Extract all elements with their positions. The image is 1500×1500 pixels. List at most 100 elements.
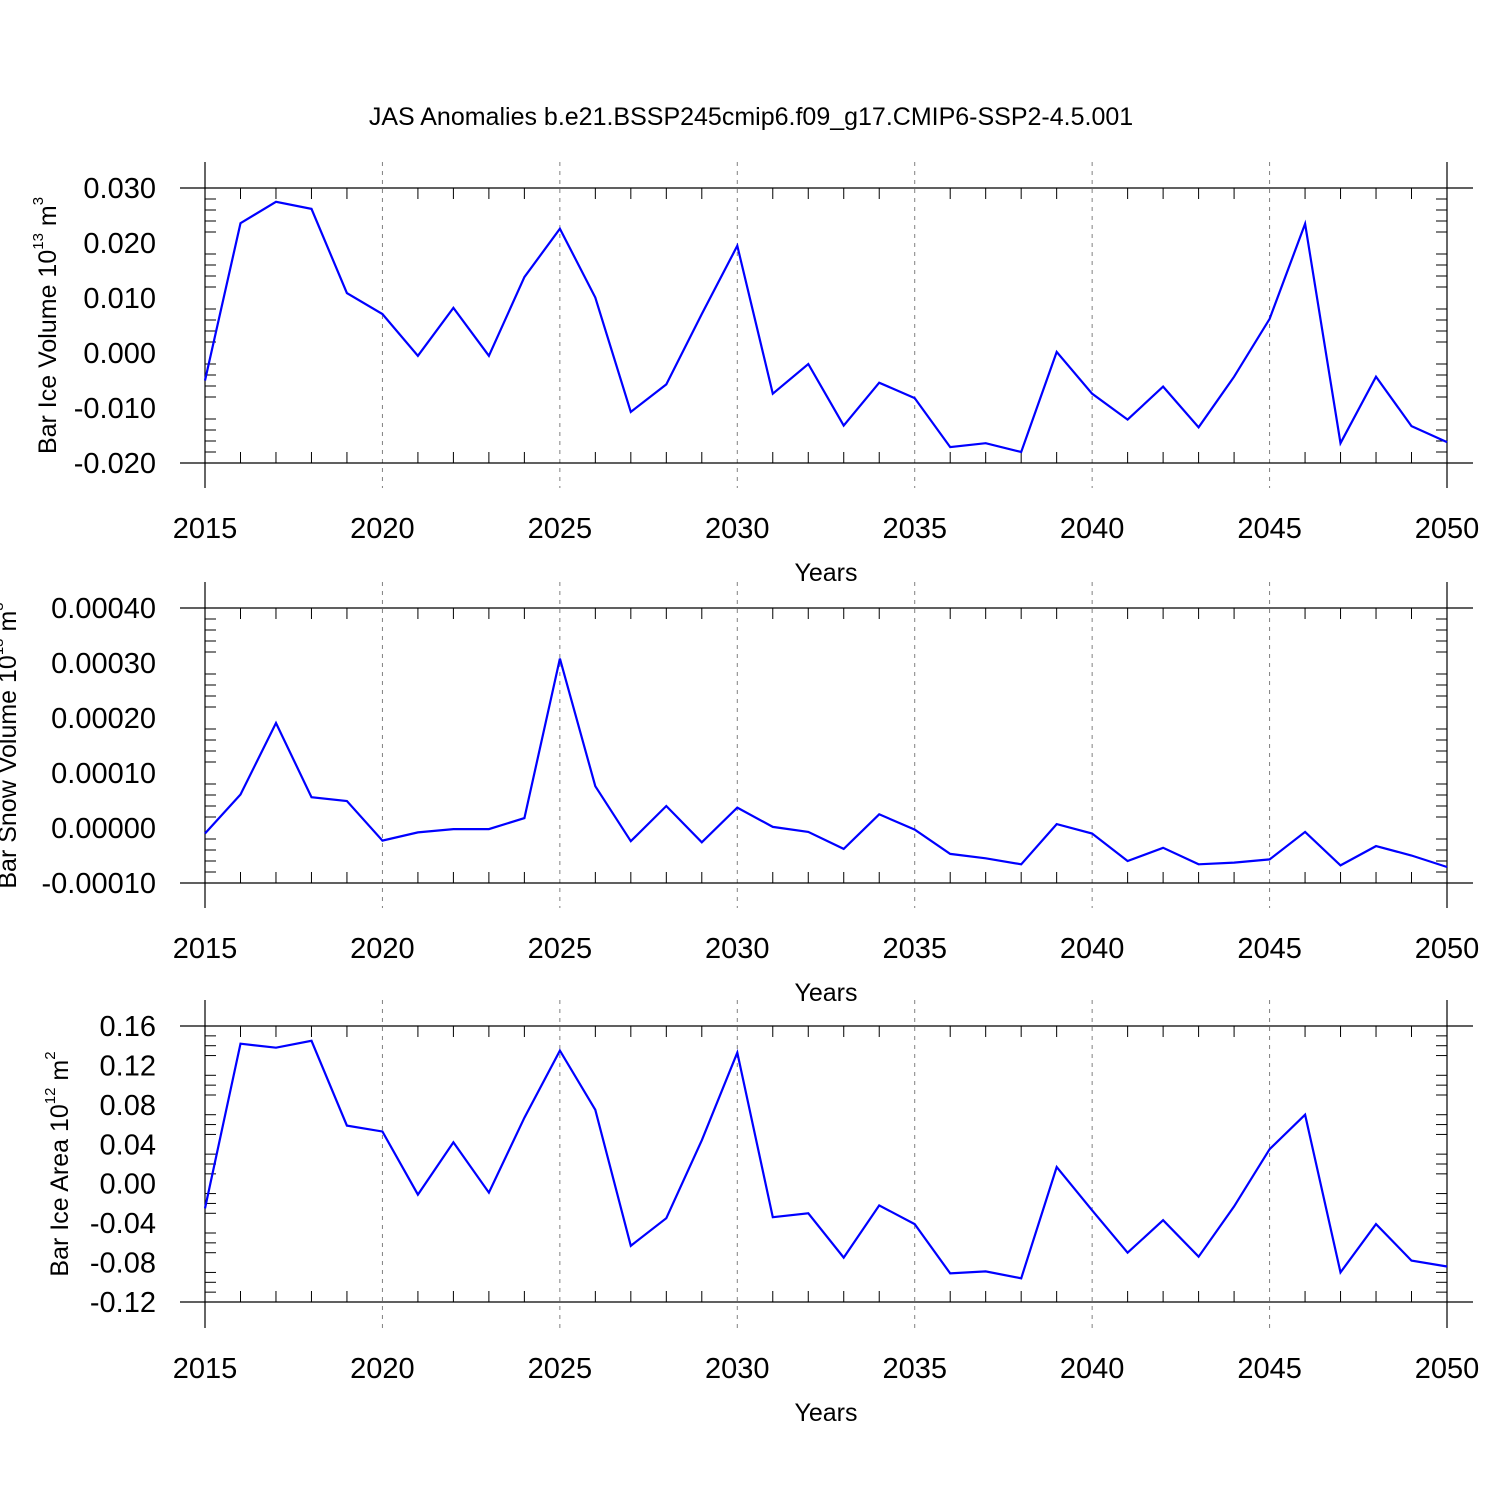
x-tick-label: 2040: [1060, 933, 1125, 965]
x-tick-label: 2045: [1237, 1353, 1302, 1385]
data-point: [345, 291, 349, 295]
data-point: [664, 382, 668, 386]
data-point: [1019, 1276, 1023, 1280]
series-line: [203, 200, 1448, 454]
x-tick-label: 2020: [350, 933, 415, 965]
x-tick-label: 2015: [173, 933, 238, 965]
data-point: [700, 840, 704, 844]
y-tick-label: 0.020: [83, 228, 156, 260]
data-point: [1090, 832, 1094, 836]
data-point: [1055, 1165, 1059, 1169]
y-tick-label: 0.12: [100, 1050, 156, 1082]
x-tick-label: 2020: [350, 513, 415, 545]
x-tick-label: 2045: [1237, 513, 1302, 545]
data-point: [1268, 857, 1272, 861]
y-tick-label: -0.020: [74, 448, 156, 480]
data-point: [842, 847, 846, 851]
data-point: [1303, 830, 1307, 834]
data-point: [1019, 450, 1023, 454]
series-line: [203, 1039, 1448, 1280]
x-tick-label: 2035: [882, 513, 947, 545]
data-point: [1161, 385, 1165, 389]
data-point: [1268, 317, 1272, 321]
data-point: [1055, 822, 1059, 826]
data-point: [309, 795, 313, 799]
data-point: [806, 362, 810, 366]
data-point: [700, 312, 704, 316]
data-point: [1374, 844, 1378, 848]
data-point: [1303, 1113, 1307, 1117]
data-point: [1019, 862, 1023, 866]
x-tick-label: 2015: [173, 1353, 238, 1385]
data-point: [1090, 1208, 1094, 1212]
x-tick-label: 2035: [882, 933, 947, 965]
y-tick-label: 0.08: [100, 1090, 156, 1122]
x-axis-label: Years: [794, 1399, 857, 1427]
data-point: [522, 816, 526, 820]
y-tick-label: 0.00040: [51, 593, 156, 625]
data-point: [238, 221, 242, 225]
data-point: [771, 825, 775, 829]
data-point: [522, 1116, 526, 1120]
data-point: [913, 396, 917, 400]
data-point: [274, 1046, 278, 1050]
data-point: [1339, 863, 1343, 867]
panels: -0.020 -0.010 0.000 0.010 0.020 0.030 2015 2020…: [0, 162, 1479, 1427]
data-point: [629, 839, 633, 843]
data-point: [1232, 861, 1236, 865]
y-tick-label: 0.00010: [51, 758, 156, 790]
data-point: [1197, 1255, 1201, 1259]
data-point: [558, 1049, 562, 1053]
x-tick-label: 2050: [1415, 513, 1480, 545]
data-point: [1090, 392, 1094, 396]
x-tick-label: 2050: [1415, 1353, 1480, 1385]
data-point: [771, 392, 775, 396]
data-point: [1232, 375, 1236, 379]
data-point: [203, 1206, 207, 1210]
data-point: [842, 424, 846, 428]
data-point: [522, 275, 526, 279]
data-point: [1161, 846, 1165, 850]
x-tick-label: 2015: [173, 513, 238, 545]
data-point: [309, 1039, 313, 1043]
data-point: [913, 1222, 917, 1226]
x-tick-label: 2050: [1415, 933, 1480, 965]
data-point: [1410, 1259, 1414, 1263]
panel-2: -0.00010 0.00000 0.00010 0.00020 0.00030 0.00…: [0, 582, 1479, 1007]
data-point: [1268, 1147, 1272, 1151]
data-point: [1445, 865, 1449, 869]
data-point: [274, 721, 278, 725]
data-point: [1339, 1270, 1343, 1274]
y-tick-label: -0.04: [90, 1208, 156, 1240]
data-point: [487, 827, 491, 831]
y-tick-label: -0.010: [74, 393, 156, 425]
x-tick-label: 2035: [882, 1353, 947, 1385]
data-point: [558, 227, 562, 231]
x-tick-label: 2040: [1060, 1353, 1125, 1385]
y-tick-label: 0.00030: [51, 648, 156, 680]
data-point: [203, 379, 207, 383]
y-tick-label: -0.12: [90, 1287, 156, 1319]
data-point: [948, 1271, 952, 1275]
data-point: [877, 812, 881, 816]
data-point: [1374, 1222, 1378, 1226]
data-point: [1445, 1265, 1449, 1269]
data-point: [1339, 441, 1343, 445]
x-axis-label: Years: [794, 979, 857, 1007]
x-tick-label: 2025: [528, 933, 593, 965]
data-point: [416, 354, 420, 358]
x-tick-label: 2030: [705, 1353, 770, 1385]
data-point: [984, 856, 988, 860]
x-axis-label: Years: [794, 559, 857, 587]
data-point: [238, 792, 242, 796]
data-point: [451, 306, 455, 310]
data-point: [735, 806, 739, 810]
x-tick-label: 2030: [705, 513, 770, 545]
data-point: [1197, 425, 1201, 429]
data-point: [1232, 1204, 1236, 1208]
data-point: [238, 1042, 242, 1046]
y-axis-label: Bar Snow Volume 1013 m3: [0, 602, 22, 888]
data-point: [913, 828, 917, 832]
data-point: [629, 1244, 633, 1248]
